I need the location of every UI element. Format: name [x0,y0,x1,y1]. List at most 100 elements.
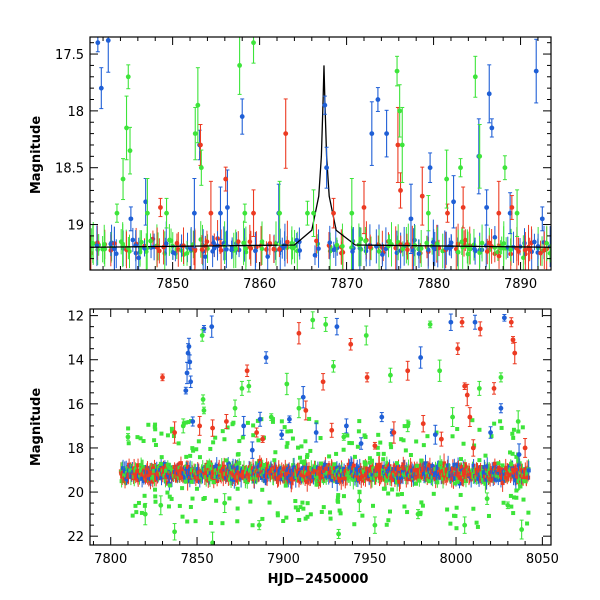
green-scatter-point [510,431,515,436]
baseline-point [229,239,235,259]
green-scatter-point [260,487,265,492]
red-series-point [522,438,528,458]
green-scatter-point [395,492,400,497]
green-scatter-point [299,460,304,465]
green-scatter-point [290,436,295,441]
green-series-point [124,95,129,161]
baseline-point [101,224,107,265]
green-series-point [331,360,336,373]
green-series-point [394,55,400,87]
blue-series-point [279,429,285,440]
green-scatter-point [235,506,240,511]
red-series-point [348,338,354,351]
green-scatter-point [282,425,287,430]
baseline-point [383,227,389,270]
top-x-tick-label: 7850 [156,277,189,292]
baseline-point [282,231,287,261]
baseline-point [184,240,190,266]
green-scatter-point [202,496,207,501]
baseline-point [94,225,100,267]
blue-series-point [241,415,247,436]
red-series-point [260,435,266,443]
blue-series-point [257,411,263,427]
green-scatter-point [139,510,144,515]
red-series-point [438,431,444,447]
green-scatter-point [518,484,523,489]
red-series-point [462,382,468,391]
baseline-point [432,231,438,267]
baseline-point [400,241,406,257]
green-scatter-point [352,522,357,527]
green-scatter-point [376,451,381,456]
red-series-point [496,180,502,246]
green-scatter-point [470,418,475,423]
blue-series-point [313,422,319,443]
top-panel: 7850 7860 7870 7880 7890 17.5 18 18.5 19 [55,36,552,292]
green-scatter-point [477,427,482,432]
blue-series-point [384,109,390,158]
green-scatter-point [512,495,517,500]
green-series-point [158,495,164,516]
green-scatter-point [401,438,406,443]
baseline-point [237,458,242,468]
green-scatter-point [293,505,298,510]
green-scatter-point [349,441,354,446]
red-series-point [224,414,229,429]
blue-series-point [225,169,230,246]
green-scatter-point [384,478,389,483]
green-scatter-point [453,514,458,519]
green-series-point [142,502,148,526]
green-scatter-point [381,451,386,456]
green-series-point [450,407,455,428]
green-scatter-point [509,504,514,509]
green-scatter-point [508,493,513,498]
green-scatter-point [196,439,201,444]
bottom-x-tick-label: 7900 [267,552,300,567]
baseline-point [245,475,250,489]
baseline-point [522,235,528,265]
green-series-point [498,372,504,383]
green-scatter-point [165,433,170,438]
blue-series-point [418,346,424,369]
baseline-point [483,223,489,268]
green-scatter-point [445,507,450,512]
green-series-point [145,178,150,249]
green-scatter-point [275,513,280,518]
green-scatter-point [338,511,343,516]
red-series-point [320,373,326,391]
green-scatter-point [222,437,227,442]
green-scatter-point [167,483,172,488]
baseline-point [447,241,453,256]
green-scatter-point [508,450,513,455]
baseline-point [544,225,550,262]
blue-series-point [432,424,438,445]
green-scatter-point [284,515,289,520]
green-scatter-point [455,479,460,484]
baseline-point [199,235,205,265]
green-scatter-point [250,523,255,528]
red-series-point [208,180,214,246]
baseline-point [120,222,125,266]
green-scatter-point [153,427,158,432]
green-series-point [239,380,245,396]
green-series-point [125,64,131,90]
green-scatter-point [159,455,164,460]
green-series-point [210,531,215,545]
green-scatter-point [413,481,418,486]
red-series-point [509,195,515,220]
baseline-point [259,221,265,262]
red-series-point [491,382,497,395]
green-scatter-point [295,508,300,513]
blue-series-point [105,37,111,73]
baseline-point [435,476,440,488]
blue-series-point [451,175,456,229]
blue-series-point [379,412,385,423]
green-scatter-point [510,451,515,456]
green-scatter-point [363,462,368,467]
green-scatter-point [341,447,346,452]
baseline-point [538,240,543,266]
green-series-point [305,200,310,226]
green-series-point [268,413,274,421]
green-scatter-point [275,511,280,516]
